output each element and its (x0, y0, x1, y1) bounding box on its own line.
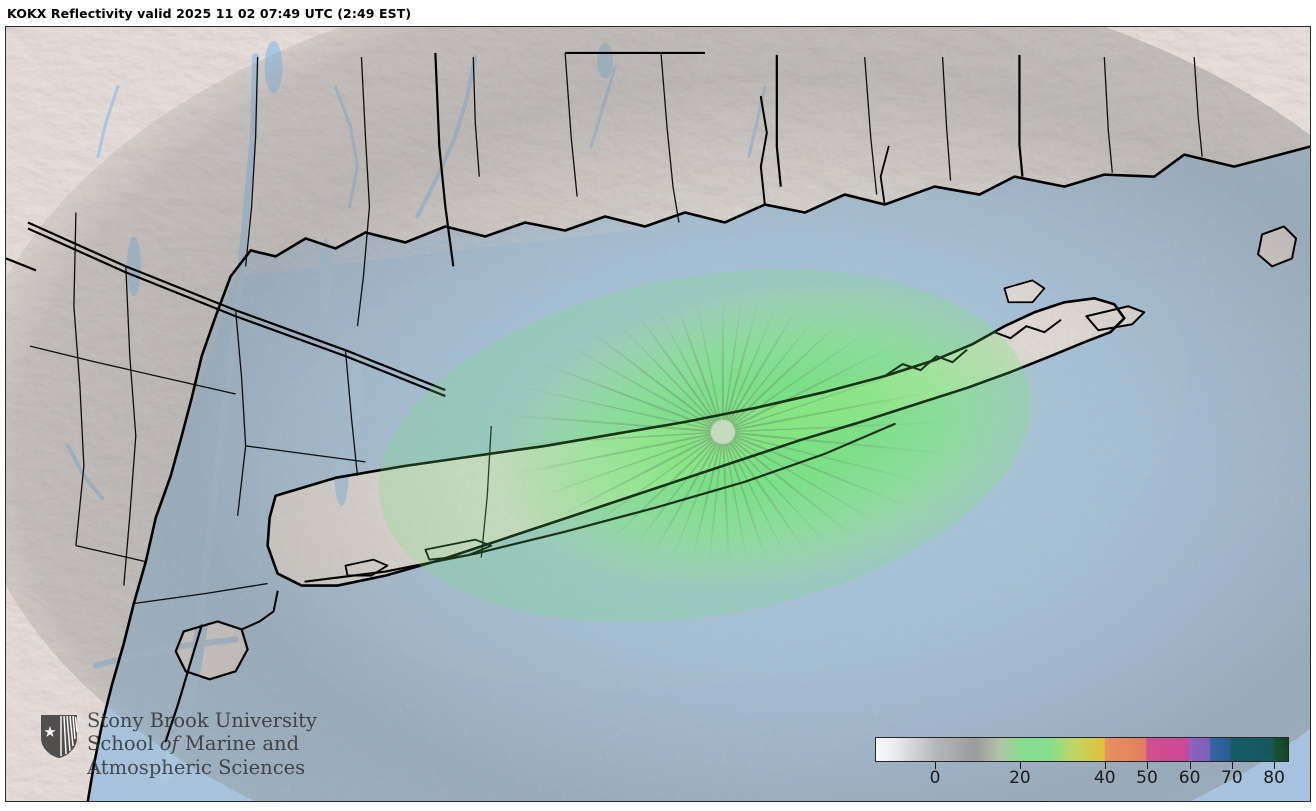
colorbar-tick-label: 40 (1093, 768, 1116, 788)
logo-line-3: Atmospheric Sciences (87, 755, 306, 779)
county-border-layer (29, 52, 1203, 605)
radar-map[interactable]: 0 20 40 50 60 70 80 Stony Brook University Sch… (5, 26, 1311, 802)
colorbar-tick-label: 20 (1009, 768, 1031, 788)
colorbar-tick (935, 762, 937, 769)
colorbar-tick-label: 60 (1178, 768, 1201, 788)
logo-text: Stony Brook University School of Marine … (87, 709, 317, 779)
radar-echo-overlay (379, 269, 1031, 623)
logo-line-1: Stony Brook University (87, 709, 318, 732)
stony-brook-logo: Stony Brook University School of Marine … (39, 709, 317, 795)
title-bar: KOKX Reflectivity valid 2025 11 02 07:49… (0, 0, 1316, 26)
colorbar-tick-label: 0 (929, 768, 941, 788)
colorbar-tick (1146, 762, 1149, 769)
colorbar-labels: 0 20 40 50 60 70 80 (875, 768, 1289, 792)
radar-spokes (491, 202, 955, 662)
colorbar-tick (1189, 762, 1192, 769)
page-title: KOKX Reflectivity valid 2025 11 02 07:49… (7, 5, 412, 21)
logo-line-2-of: of (159, 732, 179, 756)
colorbar-tick-label: 50 (1136, 768, 1158, 788)
radar-site-marker (710, 419, 736, 445)
colorbar-tick (1104, 762, 1107, 769)
shield-star-icon (41, 715, 78, 758)
logo-line-2b: Marine and (178, 732, 300, 756)
colorbar-tick (1274, 762, 1276, 769)
map-canvas (6, 27, 1310, 801)
coastline-layer (86, 95, 1310, 801)
colorbar-gradient (875, 737, 1289, 762)
reflectivity-colorbar: 0 20 40 50 60 70 80 (875, 737, 1295, 799)
colorbar-tick (1019, 762, 1022, 769)
colorbar-tick (1231, 762, 1234, 769)
logo-line-2: School of Marine and (87, 732, 317, 755)
colorbar-tick-label: 70 (1221, 768, 1243, 788)
colorbar-tick-label: 80 (1263, 768, 1285, 788)
logo-line-2a: School (87, 732, 160, 756)
colorbar-ticks (875, 762, 1289, 770)
